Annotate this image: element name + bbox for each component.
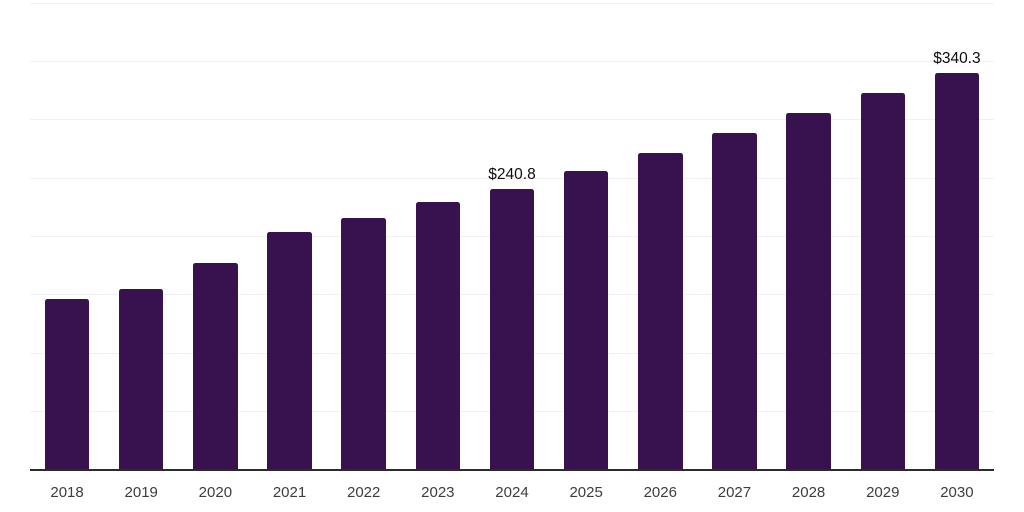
bar[interactable]	[934, 72, 980, 470]
gridline	[30, 2, 994, 4]
x-tick-label: 2028	[791, 484, 826, 501]
gridline	[30, 177, 994, 179]
bar[interactable]	[489, 189, 535, 470]
x-tick-label: 2027	[717, 484, 752, 501]
x-tick-label: 2026	[643, 484, 677, 501]
x-tick-label: 2021	[272, 484, 307, 501]
x-axis-line	[30, 469, 994, 471]
x-tick-label: 2030	[940, 484, 974, 501]
x-tick-label: 2025	[569, 484, 603, 501]
bar[interactable]	[44, 299, 90, 470]
bar[interactable]	[118, 289, 164, 470]
bar[interactable]	[563, 171, 609, 470]
x-tick-label: 2018	[50, 484, 84, 501]
x-tick-label: 2020	[198, 484, 233, 501]
bar[interactable]	[415, 201, 461, 470]
bar[interactable]	[341, 217, 386, 470]
gridline	[30, 61, 994, 63]
x-tick-label: 2022	[346, 484, 381, 501]
x-tick-label: 2019	[124, 484, 158, 501]
x-tick-label: 2023	[421, 484, 455, 501]
gridline	[30, 119, 994, 121]
bar[interactable]	[860, 92, 905, 470]
x-tick-label: 2029	[866, 484, 900, 501]
bar-value-label: $240.8	[488, 166, 536, 184]
bar[interactable]	[193, 263, 238, 470]
bar[interactable]	[638, 152, 683, 470]
bar-value-label: $340.3	[933, 49, 981, 67]
bar[interactable]	[712, 133, 757, 470]
bar[interactable]	[267, 231, 312, 470]
bar[interactable]	[786, 113, 831, 470]
x-tick-label: 2024	[495, 484, 529, 501]
